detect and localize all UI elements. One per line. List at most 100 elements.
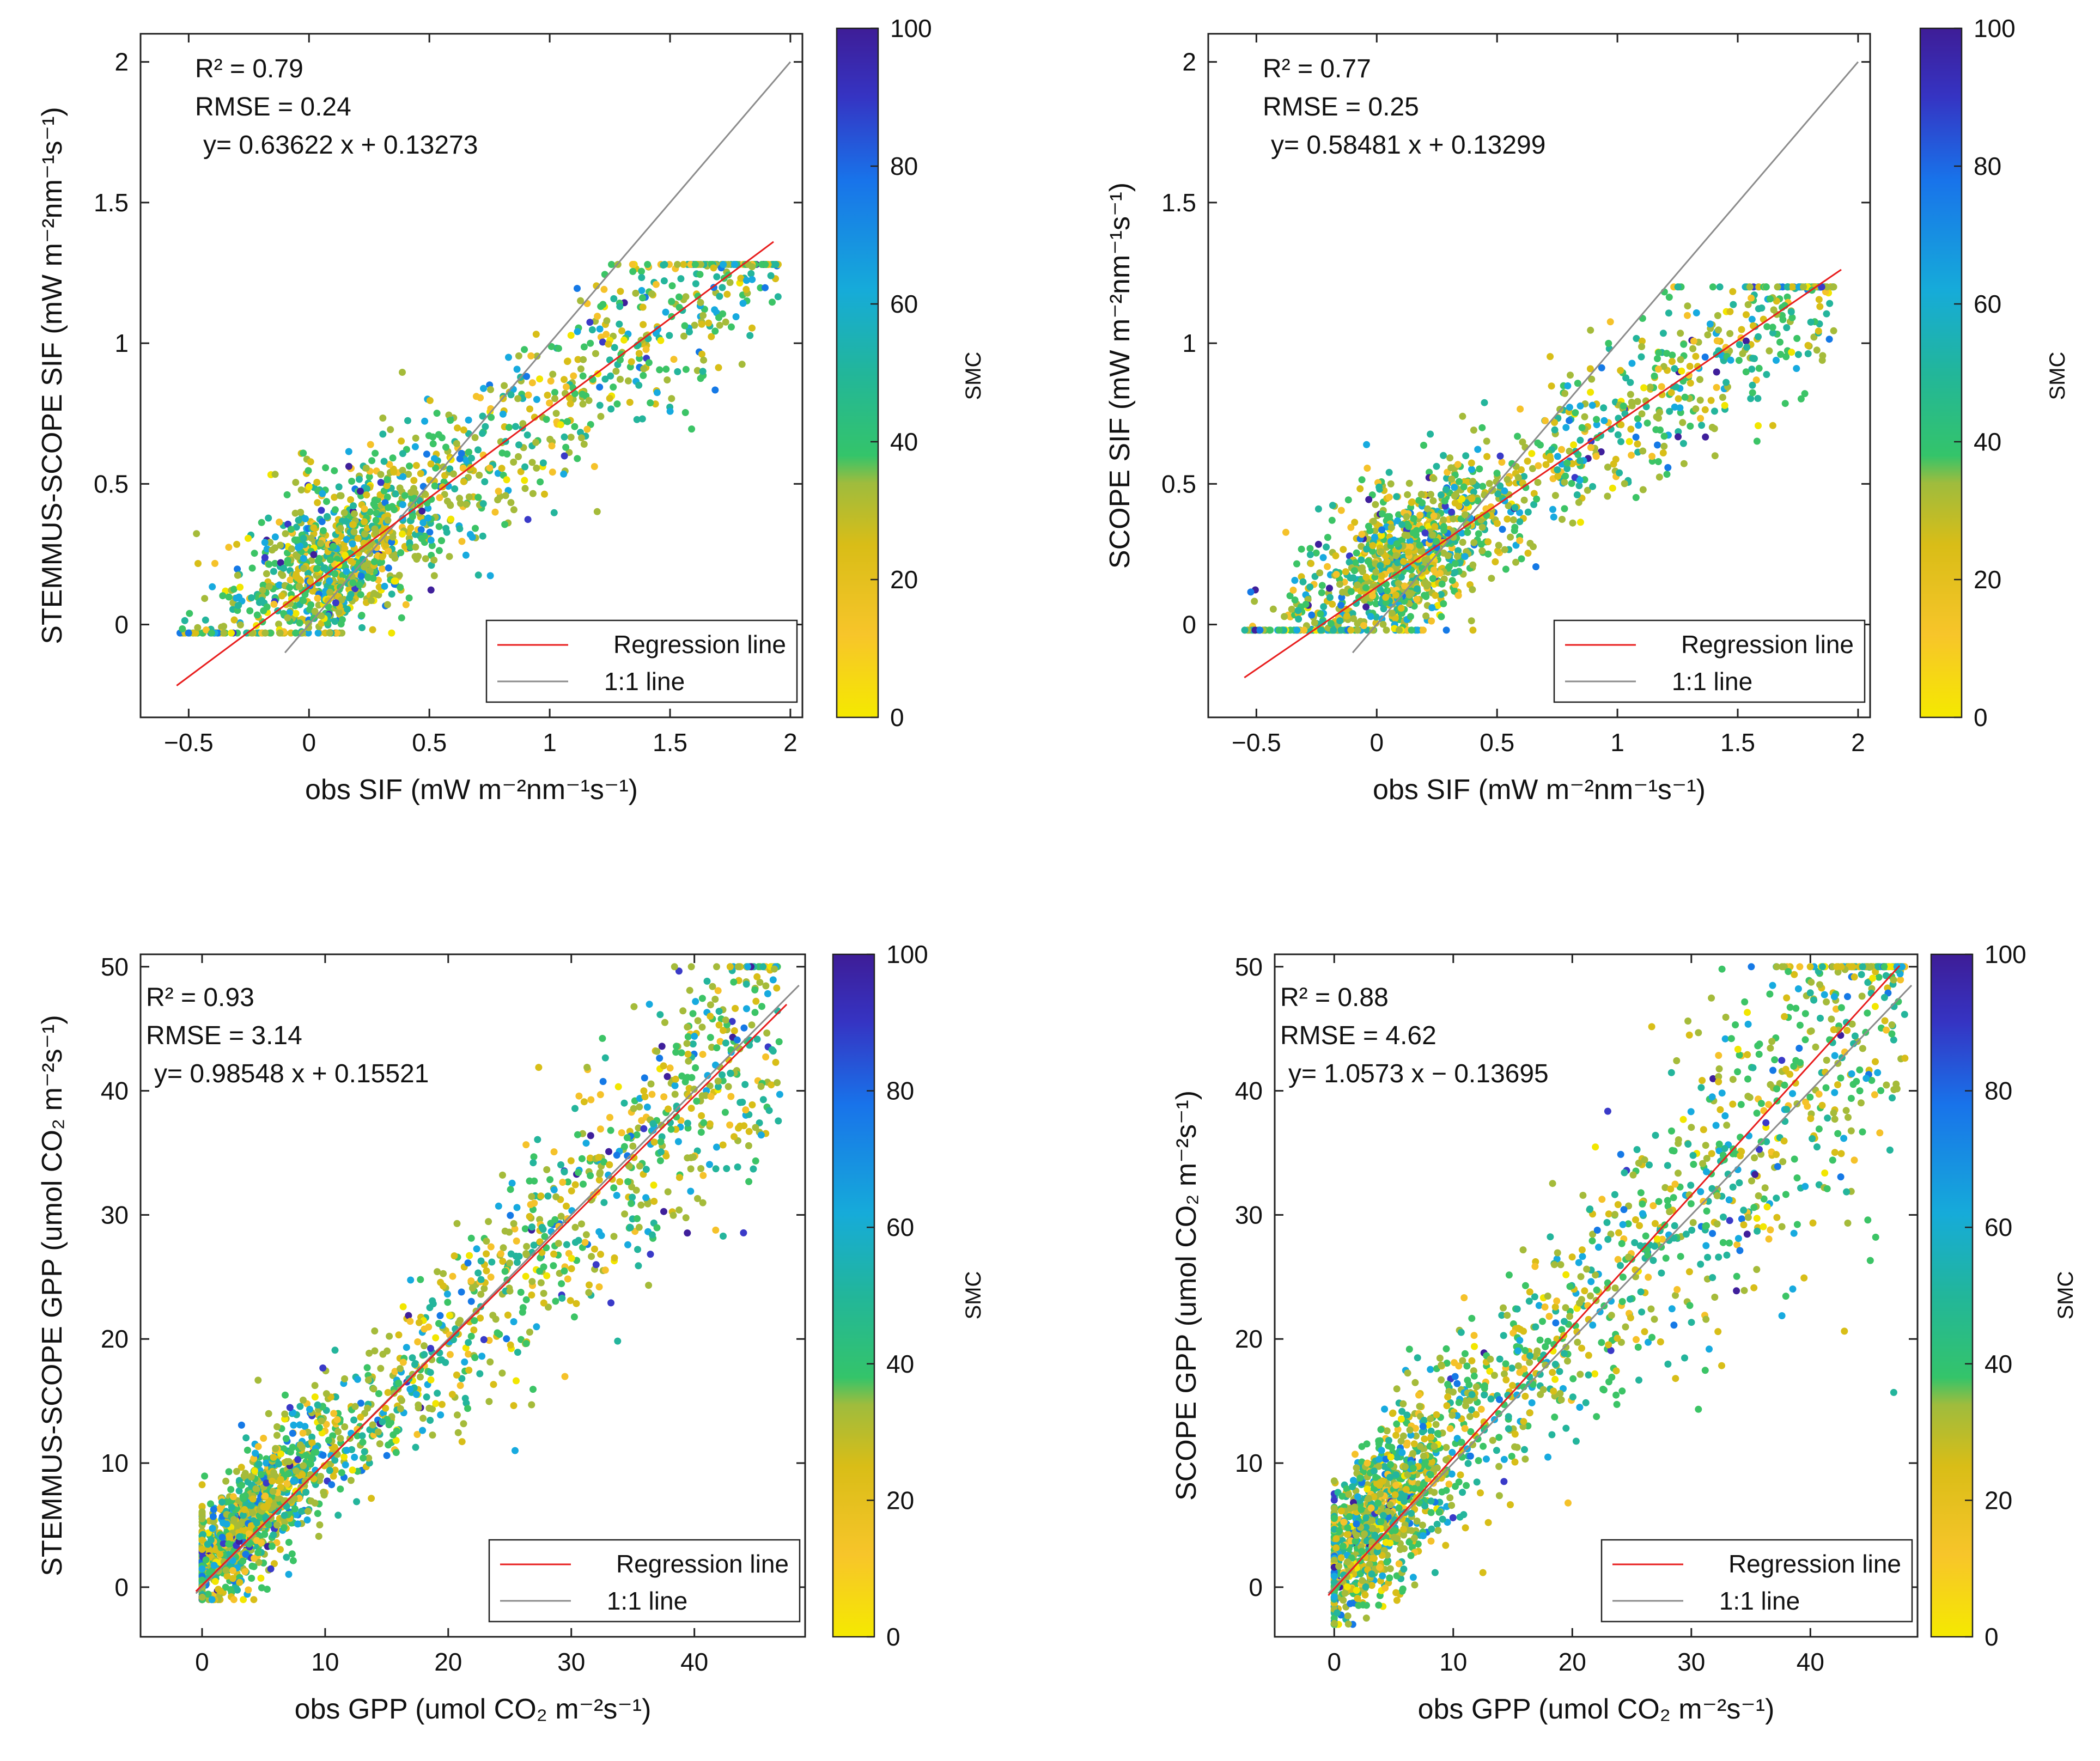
data-point bbox=[1554, 453, 1561, 460]
data-point bbox=[417, 1373, 424, 1381]
data-point bbox=[719, 284, 726, 291]
data-point bbox=[1329, 502, 1336, 509]
y-tick-label: 0 bbox=[114, 611, 129, 639]
data-point bbox=[693, 1098, 701, 1105]
data-point bbox=[596, 1091, 604, 1099]
data-point bbox=[260, 1435, 267, 1442]
data-point bbox=[1627, 425, 1635, 433]
data-point bbox=[624, 377, 632, 385]
data-point bbox=[640, 1087, 648, 1095]
data-point bbox=[568, 1265, 575, 1272]
data-point bbox=[582, 1140, 590, 1147]
data-point bbox=[664, 376, 671, 383]
data-point bbox=[477, 1257, 485, 1265]
colorbar-tick-label: 100 bbox=[1974, 14, 2016, 42]
data-point bbox=[366, 473, 373, 480]
data-point bbox=[610, 1233, 618, 1240]
data-point bbox=[713, 1143, 720, 1151]
data-point bbox=[270, 1453, 277, 1461]
data-point bbox=[1702, 433, 1709, 441]
data-point bbox=[657, 1138, 665, 1145]
data-point bbox=[592, 1261, 600, 1269]
data-point bbox=[419, 1427, 427, 1434]
data-point bbox=[384, 601, 391, 608]
data-point bbox=[1468, 459, 1475, 467]
data-point bbox=[517, 1289, 525, 1296]
data-point bbox=[198, 1481, 206, 1489]
data-point bbox=[238, 1482, 246, 1489]
data-point bbox=[1524, 508, 1532, 516]
data-point bbox=[720, 261, 727, 268]
data-point bbox=[681, 409, 689, 416]
data-point bbox=[539, 459, 547, 467]
data-point bbox=[476, 471, 483, 479]
data-point bbox=[461, 1394, 469, 1402]
data-point bbox=[674, 368, 681, 375]
data-point bbox=[596, 1125, 604, 1133]
data-point bbox=[330, 1410, 338, 1417]
data-point bbox=[1593, 416, 1600, 423]
data-point bbox=[647, 1251, 654, 1258]
data-point bbox=[280, 564, 288, 572]
data-point bbox=[653, 1047, 661, 1055]
data-point bbox=[441, 491, 448, 498]
legend-box bbox=[485, 619, 798, 703]
data-point bbox=[607, 372, 614, 380]
data-point bbox=[1412, 531, 1420, 539]
data-point bbox=[312, 1448, 320, 1456]
data-point bbox=[247, 1522, 255, 1530]
data-point bbox=[757, 1131, 765, 1139]
data-point bbox=[747, 270, 755, 277]
data-point bbox=[526, 1329, 533, 1336]
data-point bbox=[1612, 455, 1620, 463]
data-point bbox=[340, 509, 348, 516]
data-point bbox=[404, 417, 411, 424]
data-point bbox=[363, 1364, 371, 1372]
data-point bbox=[662, 308, 669, 316]
data-point bbox=[285, 1539, 293, 1546]
data-point bbox=[661, 1019, 668, 1026]
data-point bbox=[524, 431, 531, 439]
data-point bbox=[398, 1397, 405, 1404]
data-point bbox=[1561, 505, 1568, 513]
data-point bbox=[261, 554, 269, 562]
data-point bbox=[506, 424, 513, 431]
data-point bbox=[1440, 527, 1448, 534]
data-point bbox=[1312, 549, 1320, 557]
data-point bbox=[740, 1229, 747, 1236]
data-point bbox=[549, 370, 557, 378]
data-point bbox=[281, 1512, 288, 1519]
data-point bbox=[682, 365, 690, 373]
data-point bbox=[292, 479, 300, 486]
data-point bbox=[317, 540, 325, 547]
data-point bbox=[1401, 531, 1409, 539]
data-point bbox=[331, 506, 339, 514]
data-point bbox=[736, 1122, 744, 1130]
data-point bbox=[1332, 571, 1340, 578]
data-point bbox=[419, 519, 427, 527]
data-point bbox=[477, 394, 484, 401]
data-point bbox=[258, 519, 265, 526]
data-point bbox=[377, 471, 385, 478]
data-point bbox=[1469, 561, 1477, 569]
data-point bbox=[1316, 569, 1324, 577]
data-point bbox=[528, 459, 536, 466]
data-point bbox=[1676, 404, 1684, 412]
data-point bbox=[684, 1074, 691, 1081]
data-point bbox=[265, 1410, 272, 1417]
data-point bbox=[271, 471, 279, 478]
data-point bbox=[550, 1186, 558, 1193]
data-point bbox=[345, 448, 352, 455]
data-point bbox=[1769, 324, 1776, 331]
data-point bbox=[666, 1064, 674, 1072]
data-point bbox=[1550, 513, 1557, 521]
data-point bbox=[1627, 379, 1634, 386]
data-point bbox=[574, 356, 582, 363]
data-point bbox=[314, 499, 321, 507]
data-point bbox=[1528, 450, 1536, 458]
data-point bbox=[435, 1320, 442, 1327]
data-point bbox=[1494, 520, 1501, 527]
data-point bbox=[1658, 383, 1665, 391]
data-point bbox=[684, 1050, 692, 1058]
data-point bbox=[1654, 365, 1662, 373]
